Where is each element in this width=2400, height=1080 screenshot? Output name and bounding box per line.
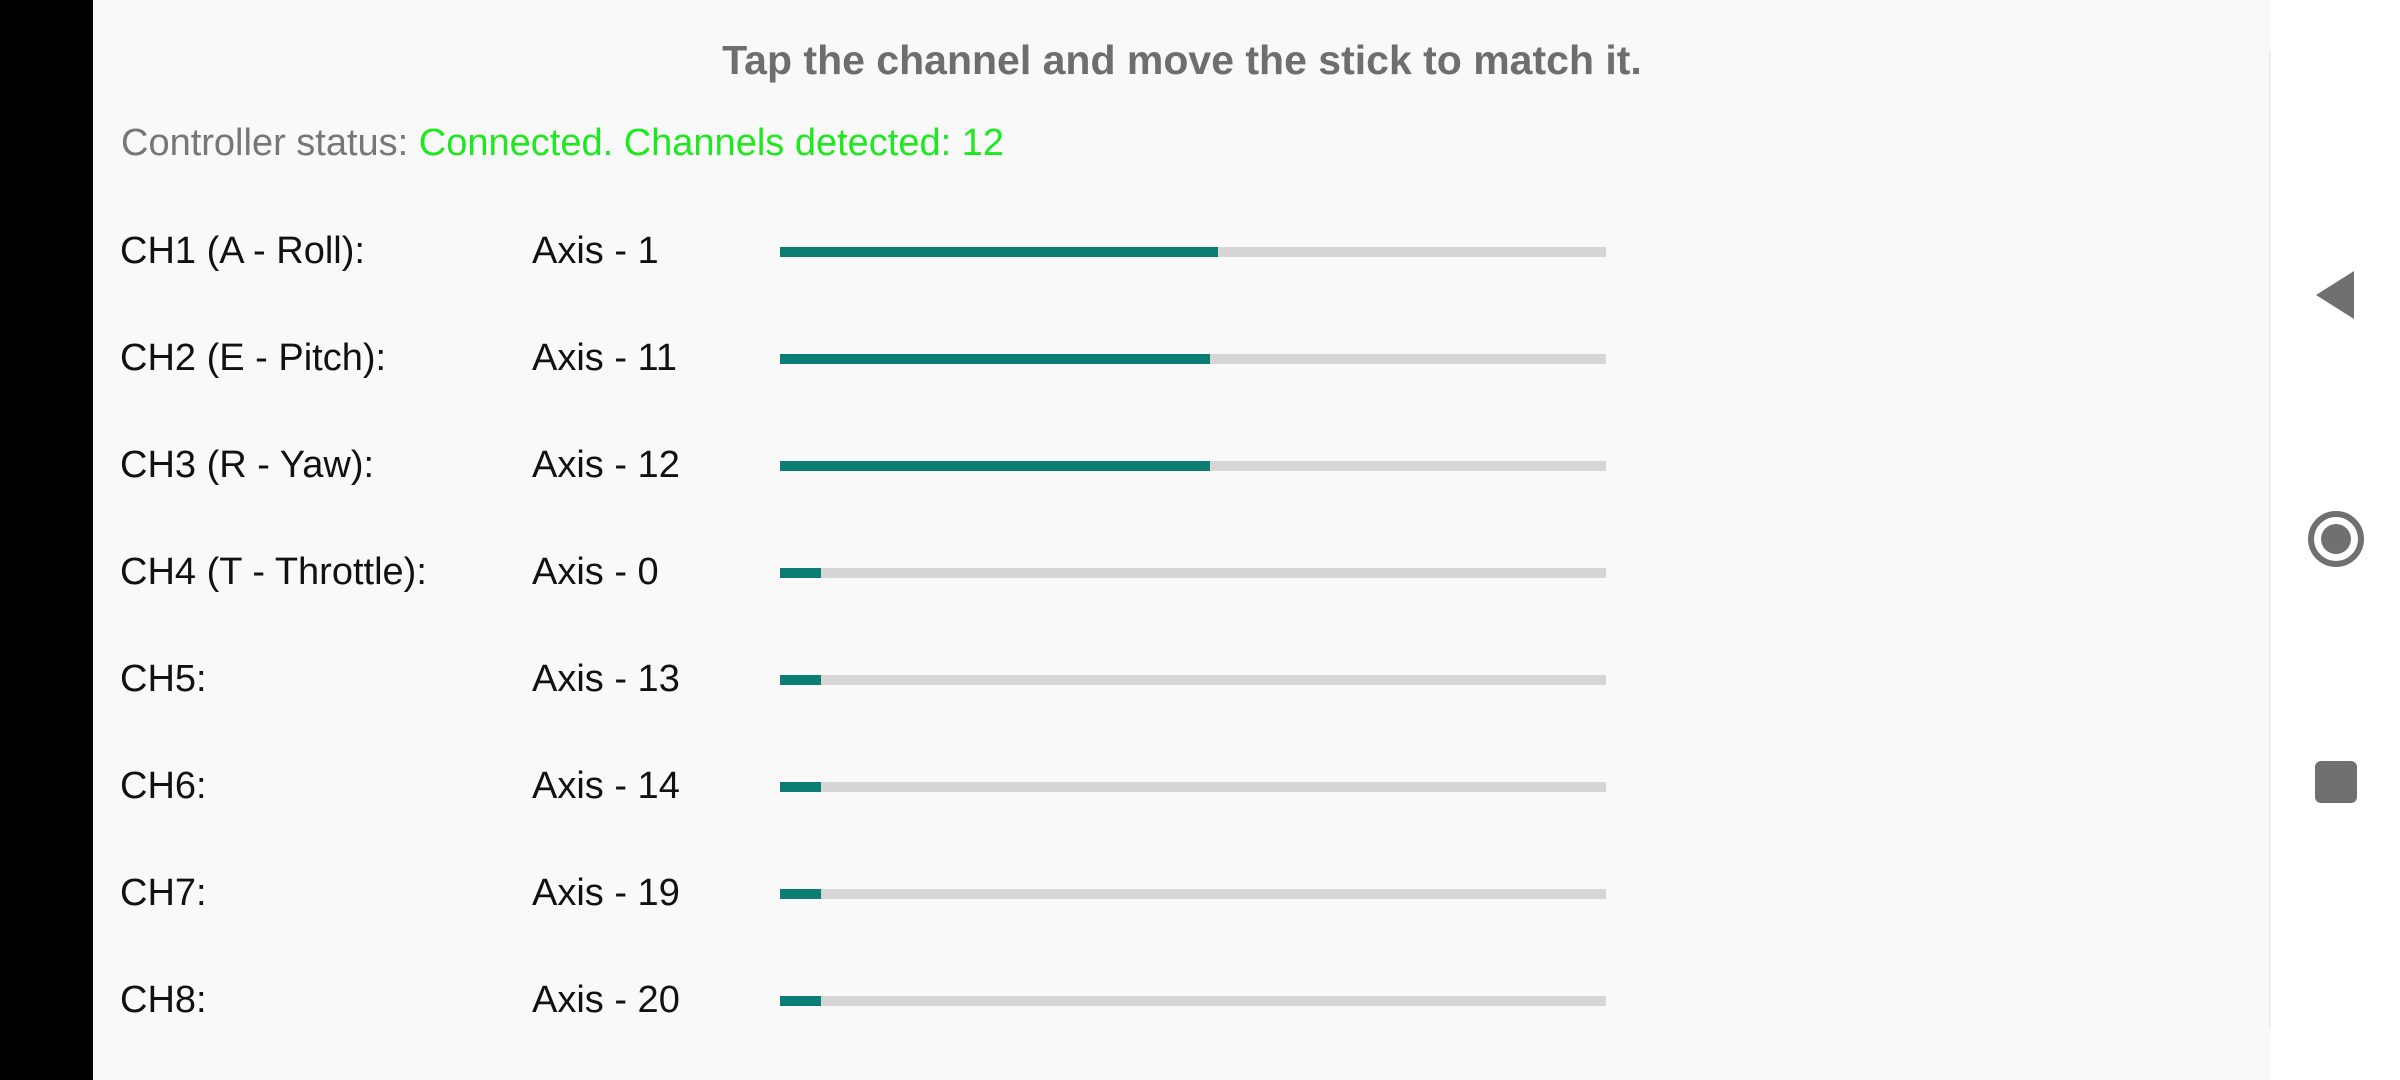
channel-row-ch4[interactable]: CH4 (T - Throttle): Axis - 0	[93, 542, 1643, 602]
channel-row-ch2[interactable]: CH2 (E - Pitch): Axis - 11	[93, 328, 1643, 388]
recents-icon	[2314, 761, 2357, 803]
system-navigation-bar	[2271, 0, 2400, 1080]
channel-level-fill	[780, 568, 822, 578]
channel-row-ch5[interactable]: CH5: Axis - 13	[93, 649, 1643, 709]
channel-level-bar	[780, 675, 1606, 685]
channel-row-ch3[interactable]: CH3 (R - Yaw): Axis - 12	[93, 435, 1643, 495]
channel-axis: Axis - 0	[532, 551, 659, 593]
controller-status: Controller status: Connected. Channels d…	[121, 118, 1004, 168]
channel-row-ch6[interactable]: CH6: Axis - 14	[93, 756, 1643, 816]
channel-level-bar	[780, 568, 1606, 578]
page-title: Tap the channel and move the stick to ma…	[722, 37, 1642, 83]
channel-row-ch1[interactable]: CH1 (A - Roll): Axis - 1	[93, 221, 1643, 281]
channel-level-bar	[780, 996, 1606, 1006]
nav-back-button[interactable]	[2271, 245, 2400, 345]
channel-level-fill	[780, 996, 822, 1006]
channel-level-fill	[780, 889, 822, 899]
channel-axis: Axis - 12	[532, 444, 680, 486]
controller-status-label: Controller status:	[121, 122, 419, 164]
channel-level-bar	[780, 354, 1606, 364]
channel-name: CH2 (E - Pitch):	[120, 337, 387, 379]
channel-axis: Axis - 14	[532, 765, 680, 807]
channel-name: CH8:	[120, 979, 207, 1021]
channel-level-bar	[780, 247, 1606, 257]
channel-name: CH7:	[120, 872, 207, 914]
channel-axis: Axis - 13	[532, 658, 680, 700]
channel-level-bar	[780, 889, 1606, 899]
channel-level-fill	[780, 247, 1218, 257]
nav-recents-button[interactable]	[2271, 732, 2400, 832]
channel-mapping-panel: Tap the channel and move the stick to ma…	[93, 0, 2271, 1080]
channel-level-fill	[780, 461, 1210, 471]
channel-axis: Axis - 11	[532, 337, 678, 379]
controller-status-value: Connected. Channels detected: 12	[418, 122, 1004, 164]
divider	[2269, 52, 2271, 1027]
channel-level-bar	[780, 782, 1606, 792]
channel-name: CH6:	[120, 765, 207, 807]
channel-name: CH1 (A - Roll):	[120, 230, 365, 272]
channel-row-ch8[interactable]: CH8: Axis - 20	[93, 970, 1643, 1030]
channel-level-fill	[780, 354, 1210, 364]
left-bezel	[0, 0, 93, 1080]
channel-level-fill	[780, 782, 822, 792]
back-icon	[2315, 271, 2354, 319]
channel-row-ch7[interactable]: CH7: Axis - 19	[93, 863, 1643, 923]
channel-name: CH5:	[120, 658, 207, 700]
channel-level-fill	[780, 675, 822, 685]
channel-name: CH3 (R - Yaw):	[120, 444, 375, 486]
channel-name: CH4 (T - Throttle):	[120, 551, 427, 593]
channel-axis: Axis - 1	[532, 230, 659, 272]
channel-axis: Axis - 19	[532, 872, 680, 914]
home-icon	[2307, 511, 2364, 567]
channel-level-bar	[780, 461, 1606, 471]
nav-home-button[interactable]	[2271, 489, 2400, 589]
channel-axis: Axis - 20	[532, 979, 680, 1021]
